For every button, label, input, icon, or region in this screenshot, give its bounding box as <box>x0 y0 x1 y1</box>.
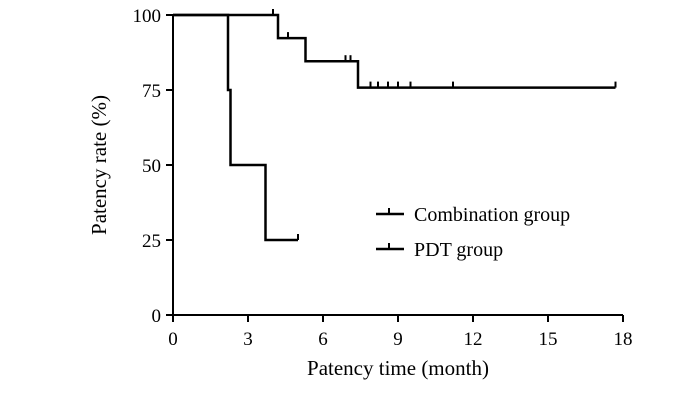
ticks: 0 3 6 9 12 15 18 0 25 50 75 100 <box>133 6 633 350</box>
x-tick-label: 0 <box>168 329 178 350</box>
y-tick-label: 50 <box>142 156 161 177</box>
legend-label-pdt: PDT group <box>414 239 503 261</box>
y-tick-label: 75 <box>142 81 161 102</box>
series-line-pdt <box>173 13 298 242</box>
legend-label-combination: Combination group <box>414 204 570 226</box>
x-tick-label: 15 <box>539 329 558 350</box>
x-tick-label: 6 <box>318 329 328 350</box>
series-line-combination <box>173 13 616 89</box>
x-tick-label: 9 <box>393 329 403 350</box>
x-tick-label: 12 <box>464 329 483 350</box>
x-tick-label: 18 <box>614 329 633 350</box>
y-tick-label: 0 <box>152 306 162 327</box>
y-tick-label: 25 <box>142 231 161 252</box>
x-tick-label: 3 <box>243 329 253 350</box>
y-axis-label: Patency rate (%) <box>87 95 111 235</box>
x-axis-label: Patency time (month) <box>307 356 489 380</box>
series-layer <box>173 9 617 242</box>
legend: Combination group PDT group <box>376 204 570 261</box>
y-tick-label: 100 <box>133 6 162 27</box>
